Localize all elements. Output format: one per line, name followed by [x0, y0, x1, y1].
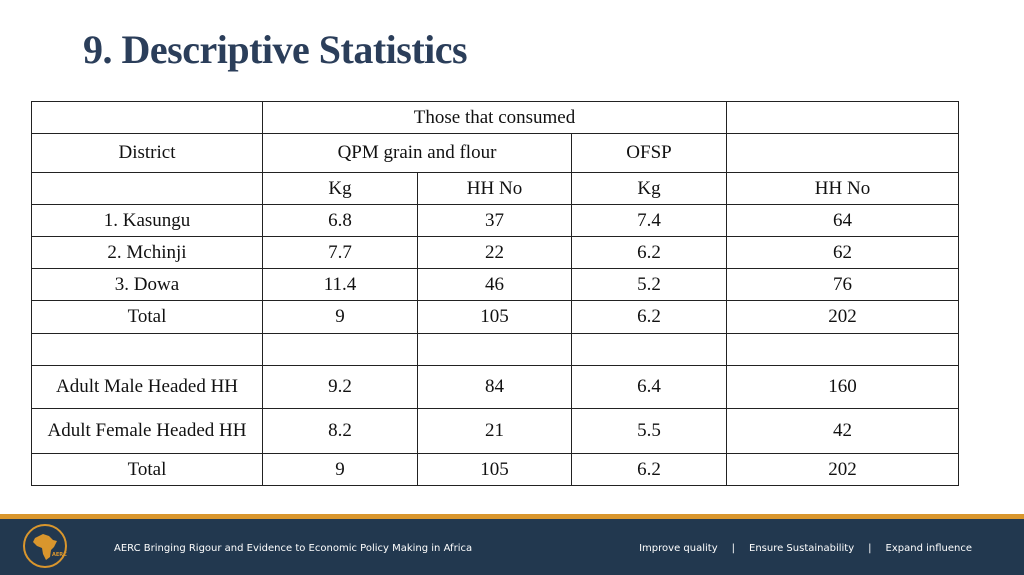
cell: 9: [262, 453, 418, 486]
cell: [31, 333, 263, 366]
cell: 105: [417, 453, 572, 486]
cell: [726, 333, 959, 366]
header-cell: HH No: [417, 172, 572, 205]
cell: 11.4: [262, 268, 418, 301]
cell: [726, 101, 959, 134]
header-cell: Kg: [571, 172, 727, 205]
table-row: Adult Male Headed HH 9.2 84 6.4 160: [31, 365, 959, 409]
cell: [31, 172, 263, 205]
footer: AERC AERC Bringing Rigour and Evidence t…: [0, 519, 1024, 575]
cell: 64: [726, 204, 959, 237]
cell: 160: [726, 365, 959, 409]
tagline: AERC Bringing Rigour and Evidence to Eco…: [114, 543, 473, 554]
cell: 9: [262, 300, 418, 334]
separator: |: [731, 543, 735, 554]
cell: 202: [726, 453, 959, 486]
cell: 22: [417, 236, 572, 269]
cell: 8.2: [262, 408, 418, 454]
cell: Adult Female Headed HH: [31, 408, 263, 454]
cell: 62: [726, 236, 959, 269]
header-row: Kg HH No Kg HH No: [31, 172, 959, 205]
cell: 105: [417, 300, 572, 334]
cell: Total: [31, 453, 263, 486]
blank-row: [31, 333, 959, 366]
slide-title: 9. Descriptive Statistics: [83, 27, 468, 72]
cell: Adult Male Headed HH: [31, 365, 263, 409]
cell: 1. Kasungu: [31, 204, 263, 237]
cell: 21: [417, 408, 572, 454]
footer-link: Improve quality: [639, 543, 718, 554]
table-row: Adult Female Headed HH 8.2 21 5.5 42: [31, 408, 959, 454]
table-row: Total 9 105 6.2 202: [31, 453, 959, 486]
cell: 3. Dowa: [31, 268, 263, 301]
cell: 7.4: [571, 204, 727, 237]
logo-icon: [33, 534, 57, 560]
cell: 42: [726, 408, 959, 454]
table-row: 3. Dowa 11.4 46 5.2 76: [31, 268, 959, 301]
cell: 5.2: [571, 268, 727, 301]
stats-table: Those that consumed District QPM grain a…: [31, 101, 959, 486]
table-row: 1. Kasungu 6.8 37 7.4 64: [31, 204, 959, 237]
cell: 76: [726, 268, 959, 301]
header-row: District QPM grain and flour OFSP: [31, 133, 959, 173]
cell: 46: [417, 268, 572, 301]
footer-accent: [0, 514, 1024, 519]
cell: [417, 333, 572, 366]
cell: 6.4: [571, 365, 727, 409]
header-cell: OFSP: [571, 133, 727, 173]
logo-text: AERC: [52, 552, 67, 558]
cell: Total: [31, 300, 263, 334]
header-cell: Kg: [262, 172, 418, 205]
footer-link: Ensure Sustainability: [749, 543, 855, 554]
footer-links: Improve quality | Ensure Sustainability | Ex…: [639, 543, 972, 554]
cell: 37: [417, 204, 572, 237]
cell: [262, 333, 418, 366]
separator: |: [868, 543, 872, 554]
cell: [31, 101, 263, 134]
table-row: 2. Mchinji 7.7 22 6.2 62: [31, 236, 959, 269]
cell: 6.2: [571, 236, 727, 269]
cell: [571, 333, 727, 366]
footer-link: Expand influence: [885, 543, 972, 554]
header-cell: QPM grain and flour: [262, 133, 572, 173]
cell: 6.2: [571, 300, 727, 334]
header-cell: District: [31, 133, 263, 173]
header-cell: HH No: [726, 172, 959, 205]
header-cell: Those that consumed: [262, 101, 727, 134]
header-row: Those that consumed: [31, 101, 959, 134]
table-row: Total 9 105 6.2 202: [31, 300, 959, 334]
cell: 7.7: [262, 236, 418, 269]
cell: 202: [726, 300, 959, 334]
cell: 2. Mchinji: [31, 236, 263, 269]
logo: AERC: [23, 524, 67, 568]
cell: 9.2: [262, 365, 418, 409]
cell: 6.2: [571, 453, 727, 486]
cell: 6.8: [262, 204, 418, 237]
cell: 84: [417, 365, 572, 409]
cell: 5.5: [571, 408, 727, 454]
cell: [726, 133, 959, 173]
